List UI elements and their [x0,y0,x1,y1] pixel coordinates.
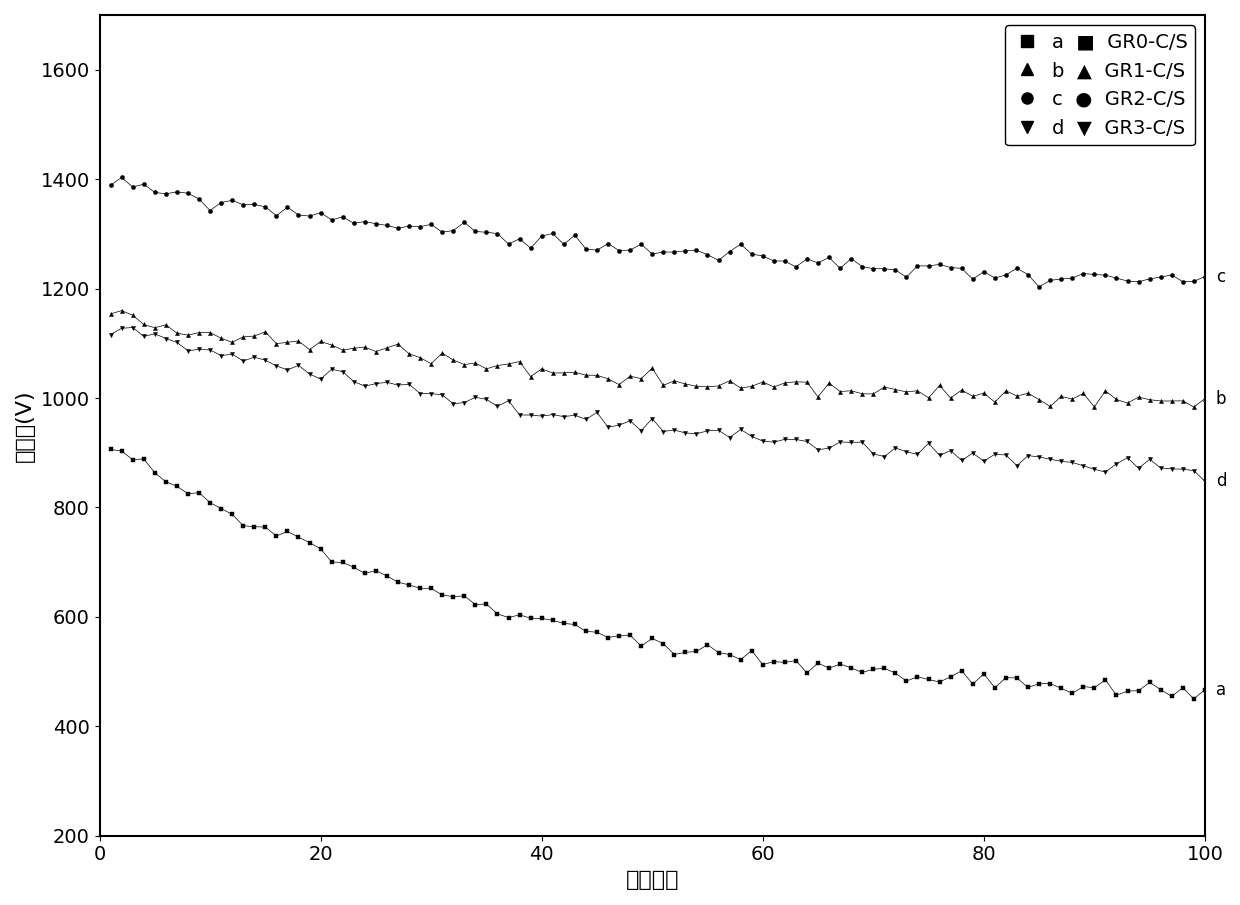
Text: a: a [1216,681,1226,699]
Text: c: c [1216,268,1225,286]
Legend: a  ■  GR0-C/S, b  ▲  GR1-C/S, c  ●  GR2-C/S, d  ▼  GR3-C/S: a ■ GR0-C/S, b ▲ GR1-C/S, c ● GR2-C/S, d… [1004,24,1195,146]
Y-axis label: 比容量(V): 比容量(V) [15,389,35,462]
Text: d: d [1216,472,1226,491]
Text: b: b [1216,390,1226,407]
X-axis label: 循环次数: 循环次数 [625,870,680,890]
